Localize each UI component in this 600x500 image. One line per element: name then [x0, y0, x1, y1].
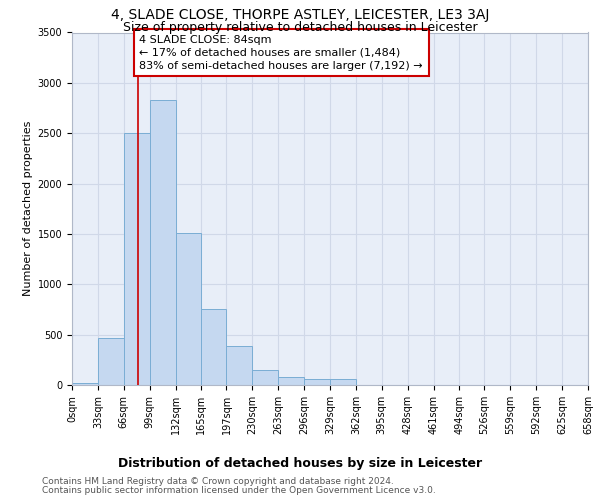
Bar: [278, 378, 304, 385]
Bar: [304, 379, 330, 385]
Bar: [176, 233, 202, 385]
Bar: [226, 346, 253, 385]
Text: Distribution of detached houses by size in Leicester: Distribution of detached houses by size …: [118, 458, 482, 470]
Bar: [202, 310, 226, 385]
Y-axis label: Number of detached properties: Number of detached properties: [23, 121, 34, 296]
Text: Contains public sector information licensed under the Open Government Licence v3: Contains public sector information licen…: [42, 486, 436, 495]
Bar: [72, 383, 98, 385]
Text: 4 SLADE CLOSE: 84sqm
← 17% of detached houses are smaller (1,484)
83% of semi-de: 4 SLADE CLOSE: 84sqm ← 17% of detached h…: [139, 34, 423, 71]
Text: Contains HM Land Registry data © Crown copyright and database right 2024.: Contains HM Land Registry data © Crown c…: [42, 477, 394, 486]
Bar: [330, 380, 356, 385]
Bar: [149, 100, 176, 385]
Text: Size of property relative to detached houses in Leicester: Size of property relative to detached ho…: [122, 22, 478, 35]
Bar: [98, 338, 124, 385]
Bar: [253, 370, 278, 385]
Text: 4, SLADE CLOSE, THORPE ASTLEY, LEICESTER, LE3 3AJ: 4, SLADE CLOSE, THORPE ASTLEY, LEICESTER…: [111, 8, 489, 22]
Bar: [124, 133, 149, 385]
